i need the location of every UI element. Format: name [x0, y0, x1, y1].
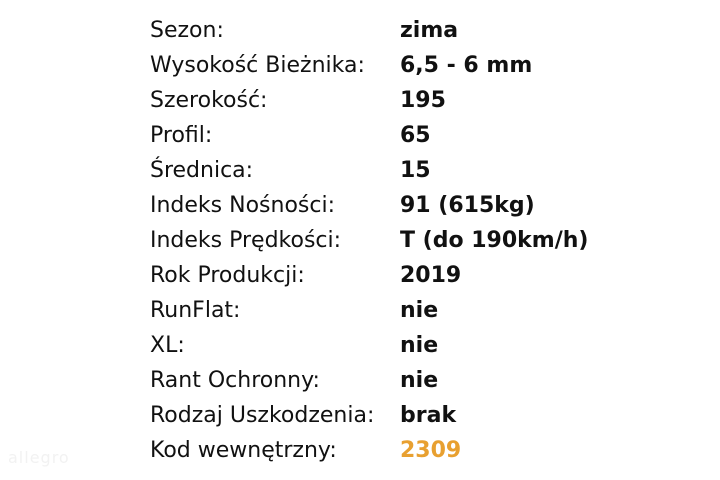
- spec-value: nie: [400, 298, 439, 323]
- spec-value: 2019: [400, 263, 462, 288]
- spec-label: Szerokość:: [150, 88, 268, 113]
- spec-label: Rodzaj Uszkodzenia:: [150, 403, 375, 428]
- spec-value: 195: [400, 88, 446, 113]
- watermark-logo: allegro: [8, 448, 70, 467]
- spec-value: 2309: [400, 438, 462, 463]
- spec-label: Rok Produkcji:: [150, 263, 305, 288]
- spec-value: 91 (615kg): [400, 193, 535, 218]
- spec-value: T (do 190km/h): [400, 228, 589, 253]
- spec-value: 65: [400, 123, 431, 148]
- spec-label: Rant Ochronny:: [150, 368, 320, 393]
- spec-label: RunFlat:: [150, 298, 241, 323]
- spec-label: Sezon:: [150, 18, 224, 43]
- spec-label: Wysokość Bieżnika:: [150, 53, 365, 78]
- spec-value: 6,5 - 6 mm: [400, 53, 533, 78]
- spec-label: Indeks Nośności:: [150, 193, 335, 218]
- spec-value: nie: [400, 368, 439, 393]
- spec-value: nie: [400, 333, 439, 358]
- spec-value: brak: [400, 403, 457, 428]
- spec-label: XL:: [150, 333, 185, 358]
- spec-label: Średnica:: [150, 158, 254, 183]
- spec-label: Indeks Prędkości:: [150, 228, 342, 253]
- spec-label: Kod wewnętrzny:: [150, 438, 337, 463]
- spec-label: Profil:: [150, 123, 213, 148]
- spec-value: zima: [400, 18, 459, 43]
- spec-value: 15: [400, 158, 431, 183]
